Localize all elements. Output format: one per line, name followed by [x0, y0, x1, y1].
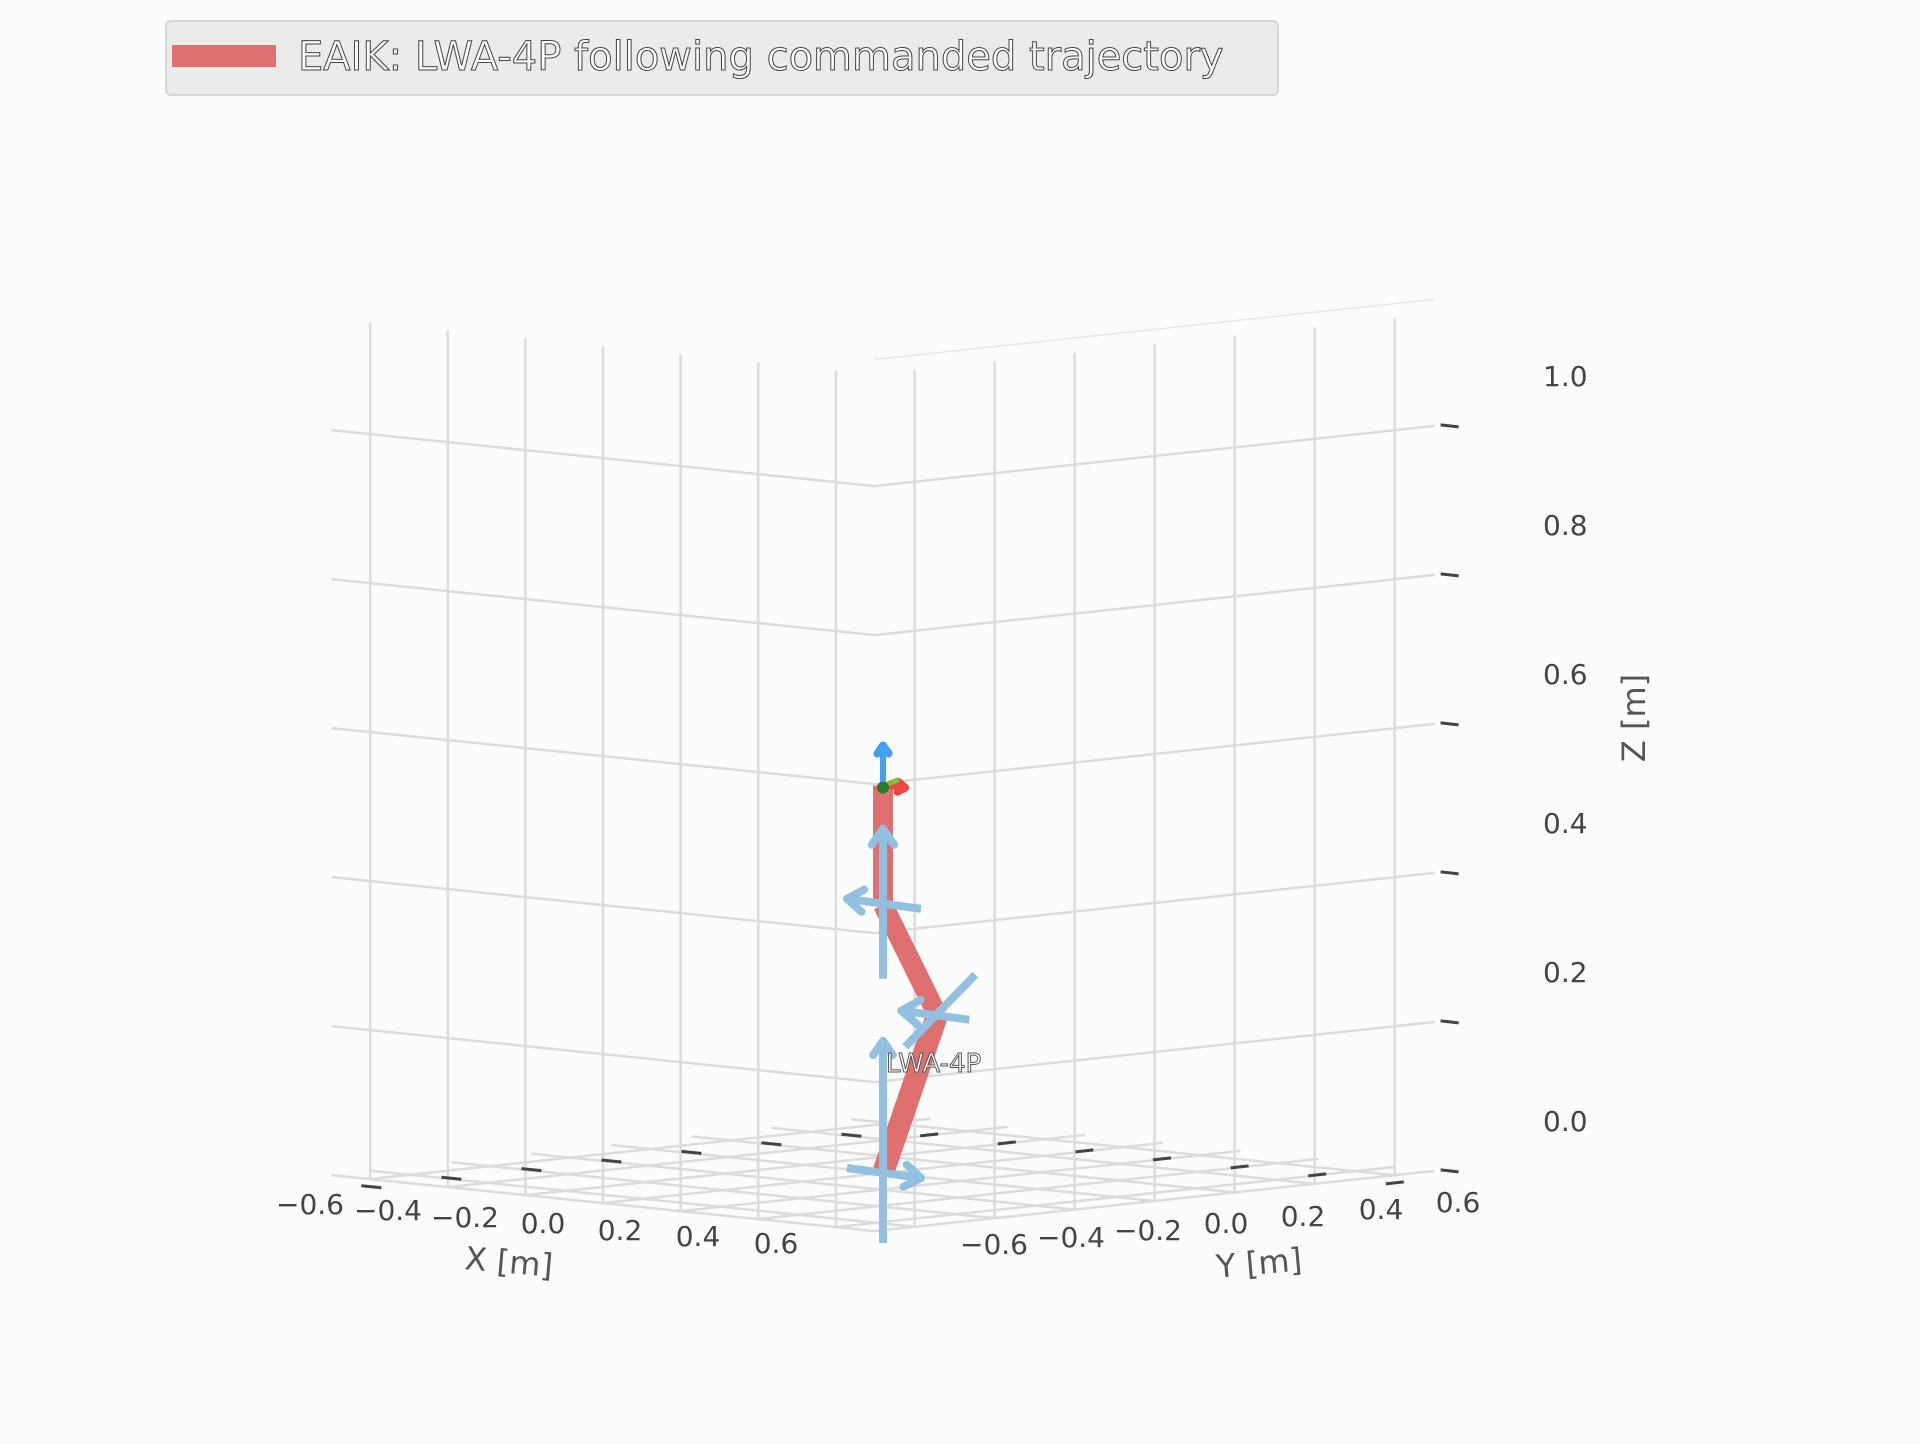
- y-axis-label: Y [m]: [1214, 1240, 1304, 1285]
- z-tick-labels: 0.0 0.2 0.4 0.6 0.8 1.0: [1543, 360, 1588, 1138]
- x-tick-label: 0.2: [598, 1214, 643, 1247]
- y-tick-mark: [681, 1151, 701, 1153]
- x-tick-label: 0.0: [521, 1207, 566, 1240]
- legend-label: EAIK: LWA-4P following commanded traject…: [298, 34, 1224, 80]
- y-tick-label: −0.4: [1037, 1221, 1105, 1254]
- joint-frames: [847, 746, 975, 1243]
- z-tick-mark: [1441, 1021, 1459, 1023]
- x-tick-mark: [998, 1142, 1016, 1144]
- x-tick-label: 0.6: [754, 1227, 799, 1260]
- y-tick-mark: [761, 1143, 781, 1145]
- x-tick-mark: [920, 1134, 938, 1136]
- y-tick-mark: [441, 1177, 461, 1179]
- x-tick-mark: [1075, 1150, 1093, 1152]
- x-tick-label: 0.4: [676, 1220, 721, 1253]
- z-tick-mark: [1441, 723, 1459, 725]
- y-tick-label: 0.4: [1359, 1193, 1404, 1226]
- z-tick-label: 0.4: [1543, 807, 1588, 840]
- y-tick-mark: [521, 1169, 541, 1171]
- y-tick-mark: [601, 1160, 621, 1162]
- z-tick-mark: [1441, 425, 1459, 427]
- y-tick-mark: [361, 1186, 381, 1188]
- y-tick-mark: [841, 1134, 861, 1136]
- x-tick-mark: [1386, 1182, 1404, 1184]
- z-tick-mark: [1441, 872, 1459, 874]
- y-tick-label: 0.2: [1281, 1200, 1326, 1233]
- z-axis-label: Z [m]: [1615, 674, 1653, 762]
- z-tick-label: 1.0: [1543, 360, 1588, 393]
- z-tick-mark: [1441, 574, 1459, 576]
- z-tick-label: 0.6: [1543, 658, 1588, 691]
- y-tick-label: 0.6: [1436, 1186, 1481, 1219]
- ee-z-arrowhead: [877, 746, 883, 754]
- x-tick-label: −0.6: [276, 1188, 344, 1221]
- robot-name-label: LWA-4P: [886, 1049, 981, 1079]
- robot-link: [883, 905, 937, 1015]
- x-axis-label: X [m]: [463, 1239, 554, 1285]
- z-tick-label: 0.0: [1543, 1105, 1588, 1138]
- y-tick-label: −0.6: [960, 1228, 1028, 1261]
- legend: EAIK: LWA-4P following commanded traject…: [166, 21, 1278, 95]
- x-tick-mark: [1231, 1166, 1249, 1168]
- x-tick-label: −0.4: [354, 1194, 422, 1227]
- z-tick-label: 0.8: [1543, 509, 1588, 542]
- ee-x-arrowhead: [899, 782, 906, 788]
- end-effector-marker: [877, 782, 889, 794]
- z-tick-mark: [1441, 1170, 1459, 1172]
- z-tick-label: 0.2: [1543, 956, 1588, 989]
- x-tick-mark: [1153, 1158, 1171, 1160]
- y-tick-label: 0.0: [1204, 1207, 1249, 1240]
- x-tick-mark: [1308, 1174, 1326, 1176]
- y-tick-label: −0.2: [1114, 1214, 1182, 1247]
- x-tick-label: −0.2: [431, 1201, 499, 1234]
